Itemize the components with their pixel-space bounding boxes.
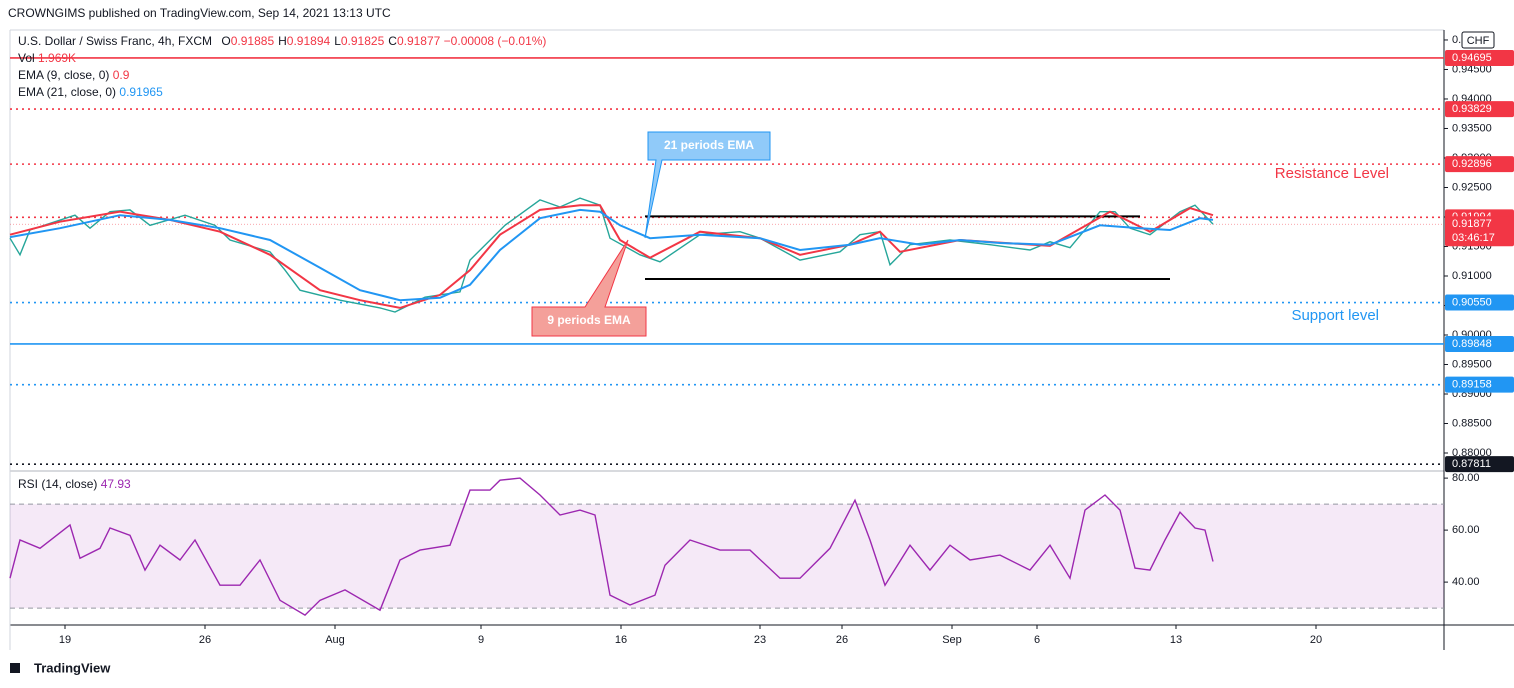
callout-text: 21 periods EMA [664,138,754,152]
price-badge-label: 0.87811 [1452,458,1491,470]
countdown: 03:46:17 [1452,232,1495,244]
price-badge [1445,49,1514,66]
currency: CHF [1467,35,1490,47]
price-badge-label: 0.92896 [1452,158,1492,170]
price-badge-label: 0.93829 [1452,103,1492,115]
ohlc-key: O [221,34,230,48]
series-line [9,477,1214,616]
legend-symbol: U.S. Dollar / Swiss Franc, 4h, FXCM O0.9… [18,34,546,48]
y-tick-label: 80.00 [1452,472,1480,484]
legend-name: EMA (21, close, 0) [18,85,116,99]
ohlc-value: 0.91894 [287,34,331,48]
x-tick-label: 9 [478,634,484,646]
callout-ema9: 9 periods EMA [531,239,647,337]
legend-ema9: EMA (9, close, 0) 0.9 [18,68,130,82]
volume-value: 1.969K [38,51,76,65]
price-badge [1445,101,1514,118]
y-tick-label: 40.00 [1452,576,1480,588]
ohlc: O0.91885 H0.91894 L0.91825 C0.91877 [221,34,440,48]
volume-label: Vol [18,51,35,65]
price-badge-label: 0.89848 [1452,338,1492,350]
footer: TradingView [34,660,111,675]
series-line [9,208,1214,302]
x-tick-label: 26 [199,634,211,646]
callout-box [531,239,647,337]
x-tick-label: 16 [615,634,627,646]
legend-value: 47.93 [101,477,131,491]
symbol: U.S. Dollar / Swiss Franc, 4h, FXCM [18,34,212,48]
legend-value: 0.9 [113,68,130,82]
callout-ema21: 21 periods EMA [644,131,771,239]
price-badge [1445,335,1514,352]
y-tick-label: 0.91000 [1452,270,1492,282]
ohlc-key: H [278,34,287,48]
ohlc-value: 0.91885 [231,34,275,48]
price-badge-label: 0.94695 [1452,52,1492,64]
y-tick-label: 60.00 [1452,524,1480,536]
price-badge [1445,294,1514,311]
y-tick-label: 0.88500 [1452,417,1492,429]
support-label: Support level [1291,307,1379,324]
price-badge-label: 0.90550 [1452,296,1492,308]
x-tick-label: Aug [325,634,345,646]
x-tick-label: Sep [942,634,962,646]
legend-rsi: RSI (14, close) 47.93 [18,477,131,491]
ohlc-value: 0.91825 [341,34,385,48]
x-tick-label: 20 [1310,634,1322,646]
x-tick-label: 23 [754,634,766,646]
legend-name: RSI (14, close) [18,477,97,491]
x-tick-label: 19 [59,634,71,646]
x-tick-label: 26 [836,634,848,646]
y-tick-label: 0.88000 [1452,447,1492,459]
rsi-band [10,504,1444,609]
tv-logo: TradingView [10,660,111,675]
callout-text: 9 periods EMA [547,313,631,327]
currency-box [1461,31,1495,49]
price-badge-label: 0.89158 [1452,379,1492,391]
callout-box [644,131,771,239]
ohlc-value: 0.91877 [397,34,441,48]
resistance-label: Resistance Level [1275,165,1389,182]
x-tick-label: 13 [1170,634,1182,646]
y-tick-label: 0.94500 [1452,63,1492,75]
price-badge [1445,216,1514,247]
legend-ema21: EMA (21, close, 0) 0.91965 [18,85,163,99]
price-badge [1445,376,1514,393]
change: −0.00008 (−0.01%) [444,34,547,48]
legend-value: 0.91965 [119,85,163,99]
logo-mark [10,663,20,673]
y-tick-label: 0.93500 [1452,122,1492,134]
rsi-pane: 80.00 60.00 40.00 19 26 Aug 9 16 23 26 Sep 6 13 20 [9,472,1480,646]
price-badge [1445,456,1514,473]
header: CROWNGIMS published on TradingView.com, … [8,6,391,20]
x-tick-label: 6 [1034,634,1040,646]
price-pane: 0.950000.945000.940000.935000.930000.925… [9,34,1514,473]
legend-name: EMA (9, close, 0) [18,68,109,82]
legend-volume: Vol 1.969K [18,51,76,65]
ohlc-key: C [388,34,397,48]
y-tick-label: 0.92500 [1452,181,1492,193]
price-badge-label: 0.91877 [1452,218,1492,230]
price-badge [1445,156,1514,173]
ohlc-key: L [334,34,341,48]
y-tick-label: 0.89500 [1452,358,1492,370]
